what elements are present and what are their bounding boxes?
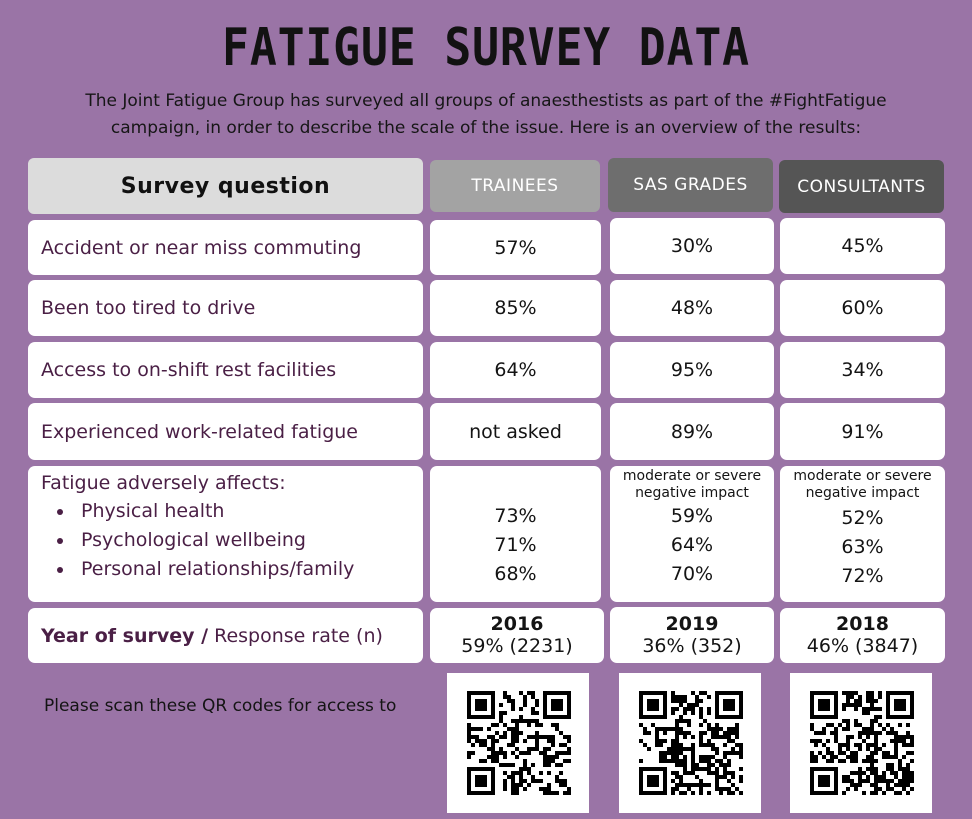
trainees-response-rate: 59% (2231) <box>461 635 573 657</box>
trainees-work-fatigue: not asked <box>430 403 601 460</box>
trainees-affects: 73% 71% 68% <box>430 466 601 602</box>
intro-line-2: campaign, in order to describe the scale… <box>110 118 862 138</box>
qr-code-consultants[interactable] <box>790 673 932 813</box>
question-accident: Accident or near miss commuting <box>28 220 423 275</box>
question-rest-facilities: Access to on-shift rest facilities <box>28 342 423 398</box>
sas-rest-facilities: 95% <box>610 342 774 398</box>
question-too-tired-to-drive: Been too tired to drive <box>28 280 423 336</box>
sas-work-fatigue: 89% <box>610 403 774 460</box>
bullet-icon <box>57 508 63 515</box>
qr-code-sas[interactable] <box>619 673 761 813</box>
consultants-survey: 2018 46% (3847) <box>780 608 945 663</box>
affects-heading: Fatigue adversely affects: <box>41 472 286 494</box>
qr-code-trainees[interactable] <box>447 673 589 813</box>
consultants-accident: 45% <box>780 218 945 274</box>
question-work-fatigue: Experienced work-related fatigue <box>28 403 423 460</box>
trainees-survey: 2016 59% (2231) <box>430 608 604 663</box>
list-item: Psychological wellbeing <box>41 526 423 555</box>
trainees-rest-facilities: 64% <box>430 342 601 398</box>
sas-accident: 30% <box>610 218 774 274</box>
trainees-too-tired: 85% <box>430 280 601 336</box>
consultants-too-tired: 60% <box>780 280 945 336</box>
sas-survey: 2019 36% (352) <box>610 607 774 663</box>
consultants-affects: moderate or severe negative impact 52% 6… <box>780 466 945 602</box>
trainees-accident: 57% <box>430 220 601 275</box>
trainees-header: TRAINEES <box>430 160 600 212</box>
trainees-year: 2016 <box>490 613 544 635</box>
sas-note: moderate or severe <box>622 468 762 484</box>
sas-year: 2019 <box>665 612 719 635</box>
sas-response-rate: 36% (352) <box>642 634 742 657</box>
list-item: Personal relationships/family <box>41 555 423 584</box>
bullet-icon <box>57 537 63 544</box>
page-title: FATIGUE SURVEY DATA <box>222 18 750 78</box>
scan-text: Please scan these QR codes for access to <box>44 696 397 716</box>
question-fatigue-affects: Fatigue adversely affects: Physical heal… <box>28 466 423 602</box>
consultants-work-fatigue: 91% <box>780 403 945 460</box>
consultants-response-rate: 46% (3847) <box>806 635 919 657</box>
consultants-year: 2018 <box>836 613 889 635</box>
consultants-note: moderate or severe <box>793 468 932 484</box>
sas-grades-header: SAS GRADES <box>608 158 773 212</box>
intro-line-1: The Joint Fatigue Group has surveyed all… <box>85 91 887 111</box>
intro-text: The Joint Fatigue Group has surveyed all… <box>30 88 942 142</box>
survey-year-label: Year of survey / Response rate (n) <box>28 608 423 663</box>
consultants-header: CONSULTANTS <box>779 160 944 213</box>
sas-affects: moderate or severe negative impact 59% 6… <box>610 466 774 602</box>
list-item: Physical health <box>41 497 423 526</box>
bullet-icon <box>57 566 63 573</box>
consultants-rest-facilities: 34% <box>780 342 945 398</box>
sas-too-tired: 48% <box>610 280 774 336</box>
survey-question-header: Survey question <box>28 158 423 214</box>
